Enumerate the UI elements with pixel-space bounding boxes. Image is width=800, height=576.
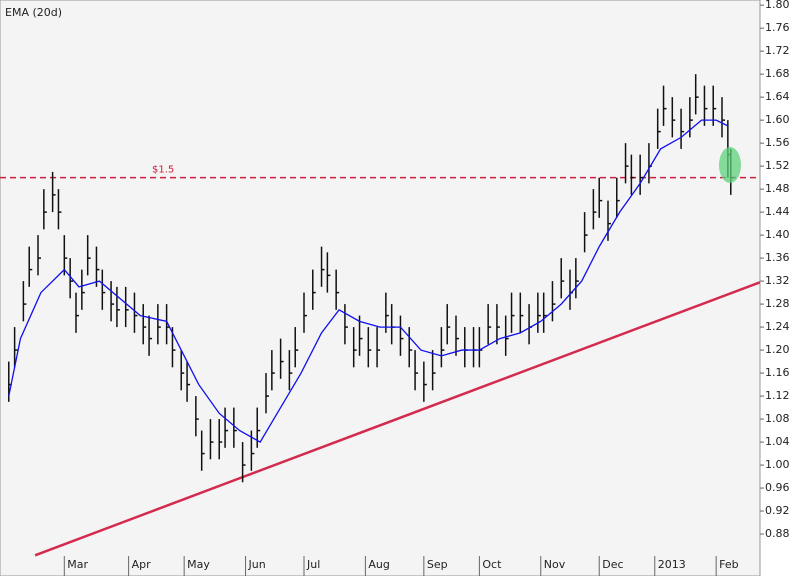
x-tick-label: May: [187, 558, 210, 571]
y-tick-label: 1.48: [765, 182, 790, 195]
plot-area: [0, 0, 761, 576]
x-tick-label: Jul: [306, 558, 320, 571]
x-tick-label: Feb: [719, 558, 738, 571]
y-tick-label: 1.68: [765, 67, 790, 80]
y-tick-label: 1.80: [765, 0, 790, 11]
ema-line: [8, 119, 729, 443]
y-tick-label: 1.76: [765, 21, 790, 34]
x-tick-label: Mar: [67, 558, 88, 571]
y-tick-label: 1.00: [765, 458, 790, 471]
y-tick-label: 1.40: [765, 228, 790, 241]
x-tick-label: Dec: [602, 558, 623, 571]
y-tick-label: 1.36: [765, 251, 790, 264]
plot: [0, 74, 760, 557]
y-tick-label: 0.92: [765, 504, 790, 517]
y-tick-label: 0.88: [765, 527, 790, 540]
y-tick-label: 1.16: [765, 366, 790, 379]
y-tick-label: 1.60: [765, 113, 790, 126]
y-tick-label: 1.72: [765, 44, 790, 57]
reference-label: $1.5: [152, 165, 174, 176]
x-tick-label: Jun: [248, 558, 266, 571]
y-tick-label: 1.12: [765, 389, 790, 402]
y-tick-label: 1.52: [765, 159, 790, 172]
y-tick-label: 1.32: [765, 274, 790, 287]
y-tick-label: 1.24: [765, 320, 790, 333]
y-tick-label: 1.04: [765, 435, 790, 448]
y-tick-label: 0.96: [765, 481, 790, 494]
x-tick-label: Apr: [132, 558, 152, 571]
y-tick-label: 1.28: [765, 297, 790, 310]
y-tick-label: 1.56: [765, 136, 790, 149]
y-tick-label: 1.64: [765, 90, 790, 103]
x-tick-label: Oct: [482, 558, 502, 571]
x-tick-label: Sep: [427, 558, 448, 571]
highlight: [719, 147, 741, 183]
x-tick-label: 2013: [658, 558, 686, 571]
trendline: [34, 281, 760, 557]
y-tick-label: 1.20: [765, 343, 790, 356]
y-tick-label: 1.44: [765, 205, 790, 218]
x-tick-label: Nov: [544, 558, 566, 571]
x-tick-label: Aug: [368, 558, 389, 571]
y-tick-label: 1.08: [765, 412, 790, 425]
legend: EMA (20d): [5, 6, 62, 19]
